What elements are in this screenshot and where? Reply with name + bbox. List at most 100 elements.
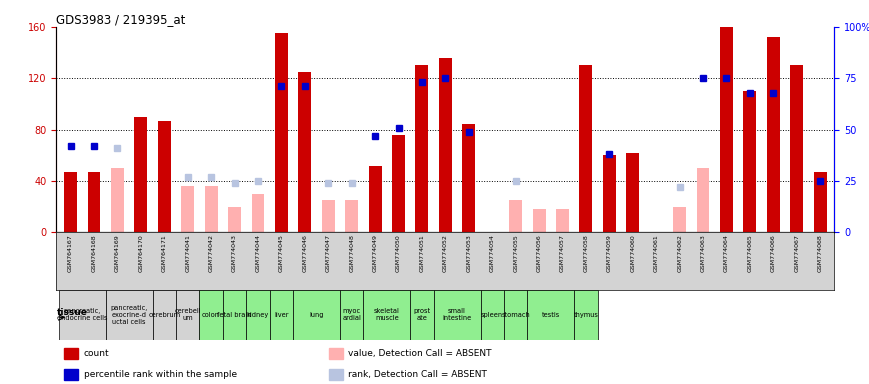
- Bar: [153, 290, 176, 340]
- Text: GSM774045: GSM774045: [279, 234, 284, 272]
- Bar: [434, 290, 481, 340]
- Bar: [410, 290, 434, 340]
- Text: GSM774065: GSM774065: [747, 234, 753, 272]
- Bar: [106, 232, 129, 290]
- Bar: [322, 200, 335, 232]
- Text: thymus: thymus: [574, 312, 599, 318]
- Bar: [715, 232, 738, 290]
- Bar: [668, 232, 692, 290]
- Bar: [269, 232, 293, 290]
- Bar: [368, 166, 381, 232]
- Text: GSM774051: GSM774051: [420, 234, 424, 272]
- Bar: [293, 290, 340, 340]
- Bar: [621, 232, 645, 290]
- Bar: [697, 168, 709, 232]
- Text: GSM764168: GSM764168: [91, 234, 96, 271]
- Text: GSM764171: GSM764171: [162, 234, 167, 272]
- Bar: [415, 65, 428, 232]
- Text: GSM774068: GSM774068: [818, 234, 823, 272]
- Bar: [410, 232, 434, 290]
- Bar: [176, 232, 199, 290]
- Text: GSM774055: GSM774055: [513, 234, 518, 272]
- Bar: [64, 172, 77, 232]
- Text: GSM774060: GSM774060: [630, 234, 635, 272]
- Text: GSM774054: GSM774054: [490, 234, 494, 272]
- Bar: [462, 124, 475, 232]
- Bar: [205, 186, 217, 232]
- Bar: [434, 232, 457, 290]
- Text: rank, Detection Call = ABSENT: rank, Detection Call = ABSENT: [348, 370, 487, 379]
- Bar: [603, 155, 616, 232]
- Bar: [673, 207, 686, 232]
- Bar: [556, 209, 569, 232]
- Text: GSM774052: GSM774052: [443, 234, 448, 272]
- Bar: [228, 207, 241, 232]
- Text: colon: colon: [202, 312, 220, 318]
- Bar: [316, 232, 340, 290]
- Bar: [527, 232, 551, 290]
- Bar: [106, 290, 153, 340]
- Bar: [527, 290, 574, 340]
- Bar: [111, 168, 124, 232]
- Bar: [551, 232, 574, 290]
- Text: GSM774056: GSM774056: [536, 234, 541, 272]
- Bar: [509, 200, 522, 232]
- Bar: [345, 200, 358, 232]
- Text: GSM774057: GSM774057: [560, 234, 565, 272]
- Bar: [738, 232, 761, 290]
- Bar: [387, 232, 410, 290]
- Bar: [439, 58, 452, 232]
- Bar: [720, 27, 733, 232]
- Bar: [269, 290, 293, 340]
- Text: cerebrum: cerebrum: [149, 312, 180, 318]
- Text: liver: liver: [274, 312, 289, 318]
- Bar: [340, 232, 363, 290]
- Bar: [574, 232, 598, 290]
- Bar: [813, 172, 826, 232]
- Bar: [59, 232, 83, 290]
- Text: GSM774049: GSM774049: [373, 234, 378, 272]
- Bar: [363, 232, 387, 290]
- Text: GSM774043: GSM774043: [232, 234, 237, 272]
- Text: GSM774042: GSM774042: [209, 234, 214, 272]
- Bar: [199, 290, 222, 340]
- Bar: [246, 290, 269, 340]
- Text: count: count: [83, 349, 109, 358]
- Text: GSM774044: GSM774044: [255, 234, 261, 272]
- Text: small
intestine: small intestine: [442, 308, 472, 321]
- Text: GSM774067: GSM774067: [794, 234, 799, 272]
- Bar: [153, 232, 176, 290]
- Text: GSM774063: GSM774063: [700, 234, 706, 272]
- Bar: [504, 232, 527, 290]
- Bar: [481, 232, 504, 290]
- Text: kidney: kidney: [247, 312, 269, 318]
- Bar: [692, 232, 715, 290]
- Text: GSM774058: GSM774058: [583, 234, 588, 272]
- Text: tissue: tissue: [57, 308, 88, 317]
- Bar: [83, 232, 106, 290]
- Bar: [246, 232, 269, 290]
- Bar: [176, 290, 199, 340]
- Bar: [533, 209, 546, 232]
- Bar: [481, 290, 504, 340]
- Text: GSM774064: GSM774064: [724, 234, 729, 272]
- Text: GSM774059: GSM774059: [607, 234, 612, 272]
- Bar: [328, 348, 342, 359]
- Bar: [158, 121, 170, 232]
- Bar: [392, 135, 405, 232]
- Bar: [135, 117, 147, 232]
- Text: GSM774047: GSM774047: [326, 234, 331, 272]
- Bar: [251, 194, 264, 232]
- Text: GDS3983 / 219395_at: GDS3983 / 219395_at: [56, 13, 186, 26]
- Text: prost
ate: prost ate: [414, 308, 430, 321]
- Text: GSM764170: GSM764170: [138, 234, 143, 272]
- Bar: [222, 290, 246, 340]
- Bar: [645, 232, 668, 290]
- Text: GSM774050: GSM774050: [396, 234, 401, 272]
- Bar: [766, 37, 779, 232]
- Bar: [808, 232, 832, 290]
- Bar: [580, 65, 593, 232]
- Bar: [64, 348, 78, 359]
- Bar: [504, 290, 527, 340]
- Text: GSM774061: GSM774061: [653, 234, 659, 272]
